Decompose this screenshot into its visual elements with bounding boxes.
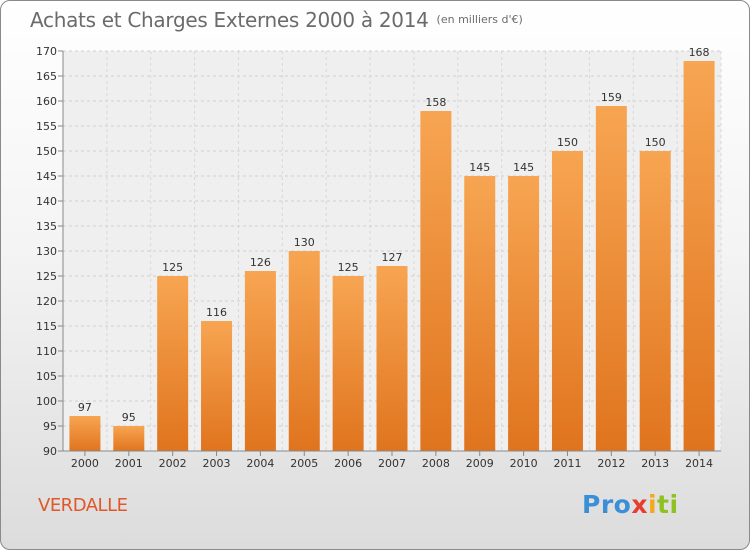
y-tick-label: 100 [36,395,57,408]
value-label-2004: 126 [250,256,271,269]
value-label-2002: 125 [162,261,183,274]
x-tick-label-2013: 2013 [641,457,669,470]
y-tick-label: 160 [36,95,57,108]
bar-2008 [420,111,452,451]
bar-2010 [508,176,540,451]
bar-2007 [376,266,408,451]
bar-2013 [639,151,671,451]
chart-title-unit: (en milliers d'€) [436,13,523,26]
y-tick-label: 155 [36,120,57,133]
value-label-2010: 145 [513,161,534,174]
y-tick-label: 140 [36,195,57,208]
x-tick-label-2000: 2000 [71,457,99,470]
bar-2012 [595,106,627,451]
x-tick-label-2009: 2009 [466,457,494,470]
y-tick-label: 165 [36,70,57,83]
y-tick-label: 95 [43,420,57,433]
x-tick-label-2012: 2012 [597,457,625,470]
bar-2000 [69,416,101,451]
x-tick-label-2005: 2005 [290,457,318,470]
x-tick-label-2004: 2004 [246,457,274,470]
x-tick-label-2001: 2001 [115,457,143,470]
axes: 90 95 100 105 110 115 120 125 130 135 140 145 150 155… [36,45,721,470]
value-label-2014: 168 [689,46,710,59]
y-tick-label: 145 [36,170,57,183]
bar-2004 [244,271,276,451]
value-label-2013: 150 [645,136,666,149]
value-label-2003: 116 [206,306,227,319]
value-label-2011: 150 [557,136,578,149]
value-label-2001: 95 [122,411,136,424]
y-tick-label: 170 [36,45,57,58]
x-tick-label-2010: 2010 [510,457,538,470]
value-label-2000: 97 [78,401,92,414]
chart-title: Achats et Charges Externes 2000 à 2014 (e… [30,8,523,32]
y-tick-label: 130 [36,245,57,258]
value-label-2008: 158 [425,96,446,109]
value-label-2006: 125 [338,261,359,274]
x-tick-label-2007: 2007 [378,457,406,470]
bar-2009 [464,176,496,451]
y-tick-label: 105 [36,370,57,383]
bar-2014 [683,61,715,451]
value-label-2012: 159 [601,91,622,104]
bar-2002 [157,276,189,451]
value-label-2005: 130 [294,236,315,249]
y-tick-label: 150 [36,145,57,158]
y-tick-label: 90 [43,445,57,458]
bar-2006 [332,276,364,451]
y-tick-label: 125 [36,270,57,283]
bar-2011 [551,151,583,451]
x-tick-label-2008: 2008 [422,457,450,470]
commune-name: VERDALLE [38,495,128,516]
y-tick-label: 115 [36,320,57,333]
x-tick-label-2006: 2006 [334,457,362,470]
bars: 97 95 125 116 126 130 125 127 158 145 145 150 159 150… [69,46,715,451]
y-tick-label: 120 [36,295,57,308]
value-label-2009: 145 [469,161,490,174]
x-tick-label-2002: 2002 [159,457,187,470]
x-tick-label-2014: 2014 [685,457,713,470]
bar-2001 [113,426,145,451]
x-tick-label-2003: 2003 [203,457,231,470]
bar-2005 [288,251,320,451]
proxiti-logo[interactable]: Proxiti [582,490,679,519]
bar-2003 [201,321,233,451]
chart-title-main: Achats et Charges Externes 2000 à 2014 [30,8,429,32]
value-label-2007: 127 [382,251,403,264]
y-tick-label: 135 [36,220,57,233]
y-tick-label: 110 [36,345,57,358]
x-tick-label-2011: 2011 [553,457,581,470]
